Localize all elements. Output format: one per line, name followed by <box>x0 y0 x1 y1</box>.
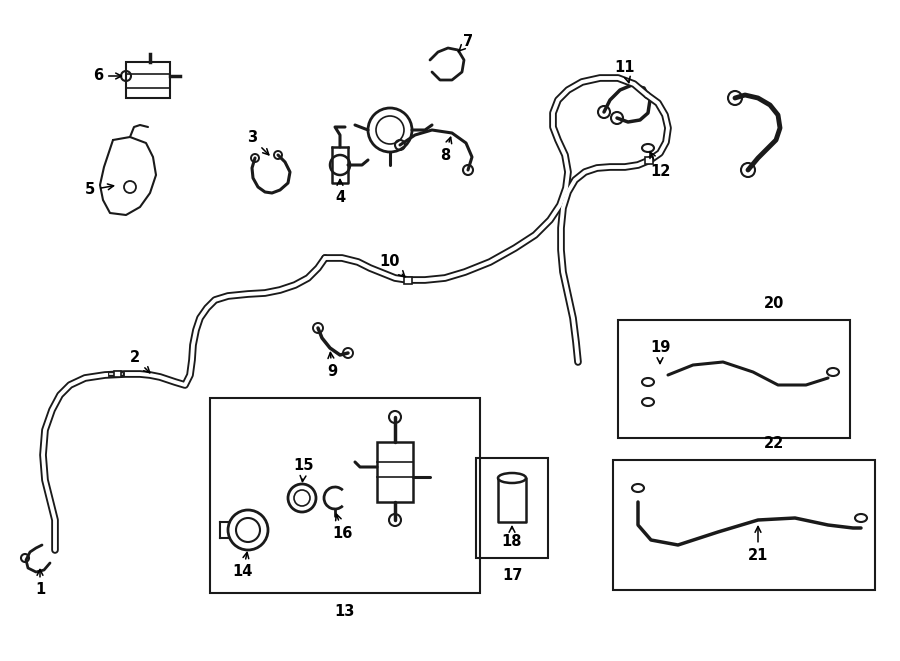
Text: 9: 9 <box>327 352 338 379</box>
Text: 8: 8 <box>440 137 452 163</box>
Text: 7: 7 <box>458 34 473 52</box>
Text: 1: 1 <box>35 570 45 598</box>
Text: 16: 16 <box>333 514 353 541</box>
Text: 11: 11 <box>615 61 635 83</box>
Text: 12: 12 <box>650 152 670 180</box>
Bar <box>210 398 480 593</box>
Ellipse shape <box>498 473 526 483</box>
Bar <box>613 460 875 590</box>
Text: 22: 22 <box>764 436 784 451</box>
Text: 4: 4 <box>335 180 345 204</box>
Bar <box>126 62 170 98</box>
Text: 21: 21 <box>748 527 769 563</box>
Text: 13: 13 <box>335 603 356 619</box>
Bar <box>404 277 412 284</box>
Text: 2: 2 <box>130 350 149 373</box>
Text: 18: 18 <box>502 526 522 549</box>
Bar <box>377 442 413 502</box>
Text: 20: 20 <box>764 297 784 311</box>
Bar <box>114 371 121 377</box>
Text: 6: 6 <box>93 69 122 83</box>
Text: 3: 3 <box>247 130 269 155</box>
Bar <box>618 320 850 438</box>
Text: 10: 10 <box>380 254 405 277</box>
Text: 19: 19 <box>650 340 670 364</box>
Bar <box>645 157 653 164</box>
Bar <box>476 458 548 558</box>
Text: 14: 14 <box>233 553 253 580</box>
Text: 17: 17 <box>502 568 522 584</box>
Text: 5: 5 <box>85 182 113 198</box>
Text: 15: 15 <box>293 459 314 482</box>
